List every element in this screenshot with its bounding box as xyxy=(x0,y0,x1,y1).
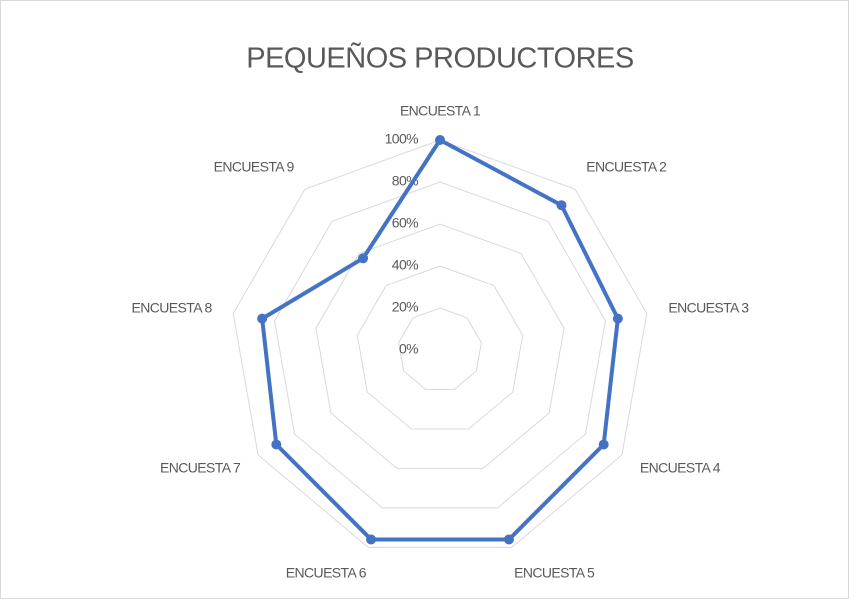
grid-ring xyxy=(356,265,524,430)
marker xyxy=(556,200,567,211)
tick-label: 60% xyxy=(392,215,418,231)
tick-label: 100% xyxy=(385,131,419,147)
series-line xyxy=(260,138,620,542)
marker xyxy=(598,439,609,450)
category-label: ENCUESTA 3 xyxy=(668,299,749,315)
marker xyxy=(612,313,623,324)
category-label: ENCUESTA 4 xyxy=(640,460,721,476)
chart-title: PEQUEÑOS PRODUCTORES xyxy=(246,41,634,75)
tick-label: 40% xyxy=(392,257,418,273)
grid-ring xyxy=(232,139,648,548)
category-label: ENCUESTA 7 xyxy=(160,460,241,476)
tick-label: 0% xyxy=(399,341,418,357)
marker xyxy=(435,135,445,145)
grid-ring xyxy=(398,307,482,390)
marker xyxy=(503,534,514,545)
category-label: ENCUESTA 1 xyxy=(400,103,481,119)
category-label: ENCUESTA 9 xyxy=(214,158,295,174)
category-label: ENCUESTA 5 xyxy=(514,564,595,580)
grid-ring xyxy=(274,181,606,509)
marker xyxy=(257,313,268,324)
category-label: ENCUESTA 6 xyxy=(286,564,367,580)
category-label: ENCUESTA 8 xyxy=(132,299,213,315)
marker xyxy=(271,439,282,450)
tick-label: 20% xyxy=(392,299,418,315)
category-label: ENCUESTA 2 xyxy=(586,158,667,174)
marker xyxy=(366,534,377,545)
marker xyxy=(358,253,369,264)
grid-ring xyxy=(315,223,565,469)
